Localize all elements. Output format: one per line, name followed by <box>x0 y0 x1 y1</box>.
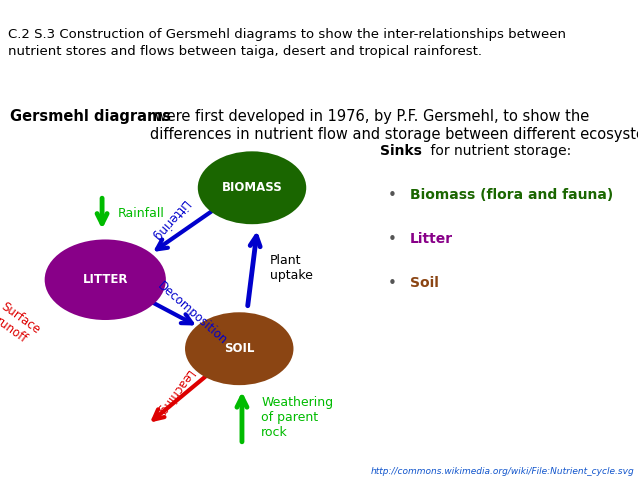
Text: BIOMASS: BIOMASS <box>221 181 283 194</box>
Text: •: • <box>387 188 396 203</box>
Text: were first developed in 1976, by P.F. Gersmehl, to show the
differences in nutri: were first developed in 1976, by P.F. Ge… <box>150 109 638 142</box>
Text: LITTER: LITTER <box>82 273 128 286</box>
Text: Weathering
of parent
rock: Weathering of parent rock <box>261 396 333 439</box>
Text: Soil: Soil <box>410 276 439 290</box>
Text: •: • <box>387 232 396 247</box>
Text: Littering: Littering <box>149 197 191 243</box>
Text: for nutrient storage:: for nutrient storage: <box>426 144 571 158</box>
Ellipse shape <box>185 312 293 385</box>
Text: C.2 S.3 Construction of Gersmehl diagrams to show the inter-relationships betwee: C.2 S.3 Construction of Gersmehl diagram… <box>8 28 566 58</box>
Text: SOIL: SOIL <box>224 342 255 355</box>
Text: Leaching: Leaching <box>154 367 196 418</box>
Text: Biomass (flora and fauna): Biomass (flora and fauna) <box>410 188 614 202</box>
Text: Surface
runoff: Surface runoff <box>0 300 43 349</box>
Text: Sinks: Sinks <box>380 144 422 158</box>
Text: Decomposition: Decomposition <box>155 279 230 347</box>
Text: Plant
uptake: Plant uptake <box>270 254 313 282</box>
Text: •: • <box>387 276 396 291</box>
Text: http://commons.wikimedia.org/wiki/File:Nutrient_cycle.svg: http://commons.wikimedia.org/wiki/File:N… <box>371 467 635 476</box>
Text: Litter: Litter <box>410 232 454 246</box>
Text: Rainfall: Rainfall <box>118 207 165 220</box>
Text: Gersmehl diagrams: Gersmehl diagrams <box>10 109 170 124</box>
Ellipse shape <box>198 151 306 224</box>
Ellipse shape <box>45 240 166 320</box>
